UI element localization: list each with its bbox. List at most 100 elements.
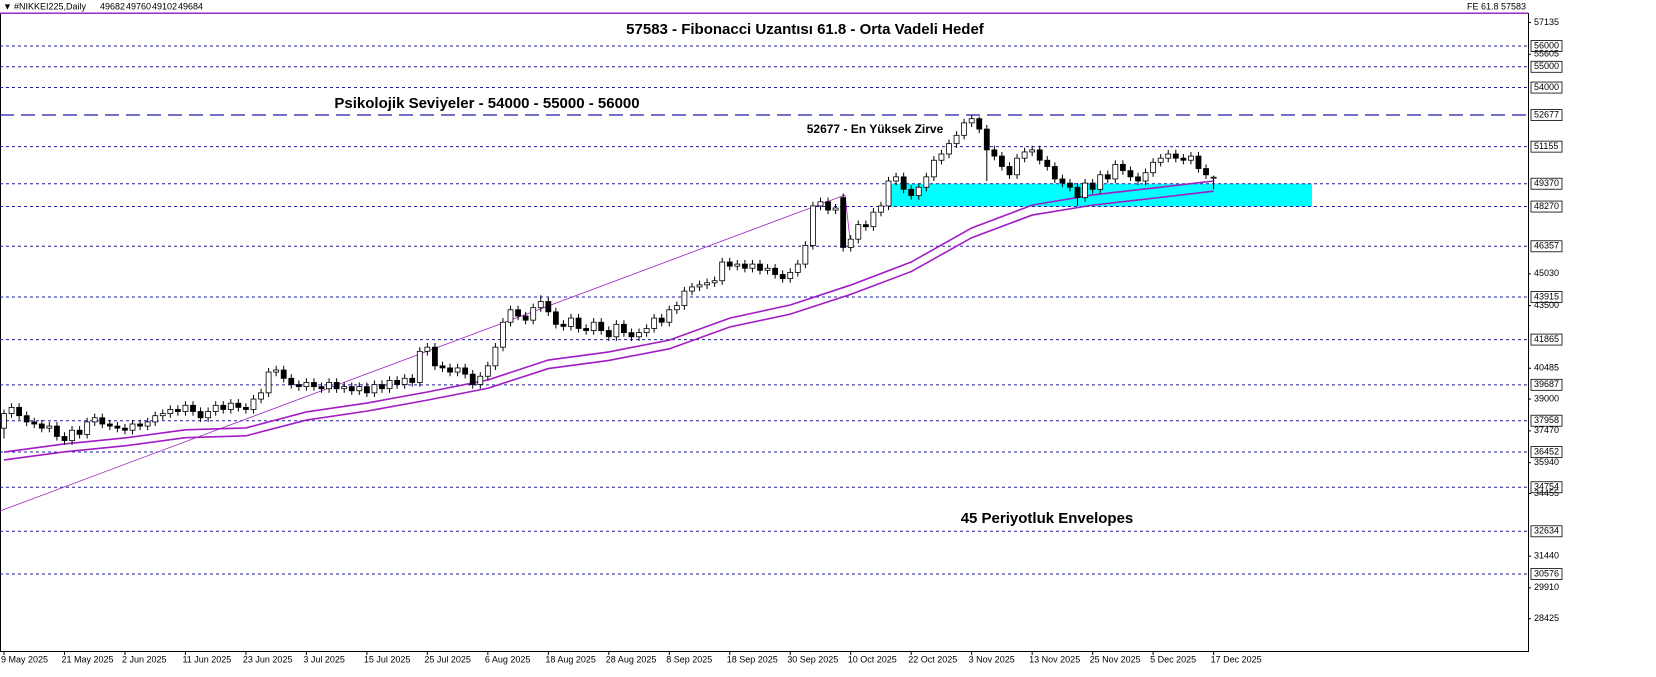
candle-body [651, 317, 658, 329]
candle-body [741, 263, 748, 269]
x-tick-label: 6 Aug 2025 [485, 654, 531, 664]
candle-body [613, 323, 620, 338]
candle-body [575, 317, 582, 329]
candle-body [764, 267, 771, 271]
x-tick-label: 9 May 2025 [1, 654, 48, 664]
candle-body [999, 155, 1005, 167]
level-label: 41865 [1534, 334, 1559, 344]
y-tick-label: 43500 [1534, 300, 1559, 310]
candle-body [1, 413, 7, 429]
x-tick-label: 3 Nov 2025 [969, 654, 1015, 664]
candle-body [711, 280, 718, 284]
trend-line [0, 194, 852, 512]
level-label: 32634 [1534, 526, 1559, 536]
candle-body [16, 406, 23, 417]
candle-body [205, 411, 212, 419]
candle-body [394, 379, 401, 385]
candle-body [31, 421, 38, 425]
candle-body [212, 404, 219, 412]
x-tick-label: 22 Oct 2025 [908, 654, 957, 664]
level-box [1530, 414, 1563, 427]
candle-body [1006, 166, 1013, 176]
candle-body [530, 307, 537, 321]
y-tick-label: 28425 [1534, 613, 1559, 623]
header-low: 49102 [152, 1, 177, 11]
candle-body [99, 417, 106, 425]
candle-body [76, 429, 83, 435]
candle-body [348, 386, 355, 392]
candle-body [295, 384, 302, 388]
candle-body [1036, 149, 1043, 161]
y-tick-label: 37470 [1534, 425, 1559, 435]
level-label: 54000 [1534, 82, 1559, 92]
annotation: Psikolojik Seviyeler - 54000 - 55000 - 5… [334, 95, 639, 112]
level-box [1530, 177, 1563, 190]
candle-body [227, 402, 234, 410]
candle-body [855, 224, 862, 240]
x-tick-label: 18 Aug 2025 [545, 654, 596, 664]
candle-body [983, 128, 990, 151]
candle-body [69, 429, 75, 442]
candle-body [409, 377, 416, 383]
candle-body [900, 176, 907, 190]
candle-body [386, 379, 393, 390]
candle-body [1051, 166, 1058, 180]
level-label: 37958 [1534, 415, 1559, 425]
candle-body [235, 402, 242, 408]
candle-body [802, 244, 809, 265]
candle-body [878, 205, 884, 213]
header-close: 49684 [178, 1, 203, 11]
candle-body [545, 301, 552, 313]
candle-body [424, 346, 431, 352]
candle-body [976, 118, 983, 130]
peak-label: 52677 [1534, 109, 1559, 119]
candle-body [757, 263, 763, 271]
y-tick-label: 34455 [1534, 488, 1559, 498]
x-tick-label: 5 Dec 2025 [1150, 654, 1196, 664]
candle-body [447, 367, 453, 373]
candle-body [401, 377, 408, 385]
candle-body [643, 328, 650, 334]
candle-body [182, 404, 189, 412]
candle-body [311, 382, 317, 388]
candle-body [825, 201, 831, 211]
x-tick-label: 13 Nov 2025 [1029, 654, 1080, 664]
candle-body [515, 309, 521, 317]
level-box [1530, 378, 1563, 391]
candle-body [1150, 161, 1157, 174]
header-open: 49682 [100, 1, 125, 11]
candle-body [273, 369, 280, 373]
fib-label: FE 61.8 57583 [1467, 1, 1526, 11]
candle-body [1119, 164, 1126, 172]
candle-body [930, 159, 937, 178]
level-label: 51155 [1534, 141, 1558, 151]
candle-body [454, 367, 461, 373]
candle-body [1135, 176, 1141, 182]
level-label: 56000 [1534, 40, 1559, 50]
candle-body [356, 386, 363, 392]
level-box [1530, 525, 1563, 538]
candle-body [772, 267, 779, 275]
candle-body [144, 421, 151, 427]
level-box [1530, 200, 1563, 213]
level-label: 30576 [1534, 568, 1559, 578]
candle-body [258, 392, 264, 400]
candle-body [129, 423, 136, 431]
candle-body [1195, 155, 1202, 169]
candle-body [114, 425, 121, 429]
x-tick-label: 28 Aug 2025 [606, 654, 657, 664]
candle-body [371, 384, 378, 394]
envelope-upper [3, 180, 1214, 453]
annotation: 57583 - Fibonacci Uzantısı 61.8 - Orta V… [626, 21, 985, 38]
level-box [1530, 60, 1563, 73]
annotation: 52677 - En Yüksek Zirve [807, 122, 944, 136]
candle-body [847, 238, 854, 248]
x-tick-label: 30 Sep 2025 [787, 654, 838, 664]
candle-body [946, 143, 952, 155]
x-tick-label: 18 Sep 2025 [727, 654, 778, 664]
candle-body [953, 134, 960, 145]
candle-body [658, 317, 665, 323]
candle-body [1142, 172, 1149, 182]
